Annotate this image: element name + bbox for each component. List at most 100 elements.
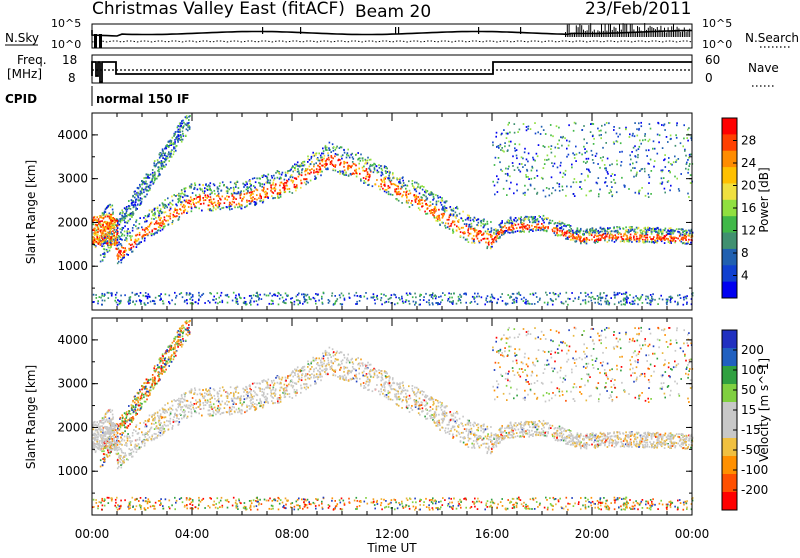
power-cell: [602, 160, 604, 162]
power-cell: [140, 303, 142, 305]
power-cell: [261, 200, 263, 202]
power-cell: [562, 232, 564, 234]
power-cell: [534, 122, 536, 124]
power-cell: [491, 227, 493, 229]
power-cell: [355, 154, 357, 156]
power-cell: [490, 247, 492, 249]
power-cell: [550, 124, 552, 126]
power-cell: [613, 129, 615, 131]
power-cell: [182, 133, 184, 135]
power-cell: [115, 231, 117, 233]
power-cell: [138, 243, 140, 245]
power-cell: [647, 227, 649, 229]
power-cell: [266, 193, 268, 195]
power-cell: [99, 240, 101, 242]
power-cell: [256, 194, 258, 196]
power-cell: [363, 177, 365, 179]
power-cell: [523, 300, 525, 302]
power-cell: [611, 181, 613, 183]
power-cell: [662, 181, 664, 183]
power-cell: [438, 200, 440, 202]
power-cell: [423, 299, 425, 301]
power-cell: [616, 163, 618, 165]
power-cell: [115, 297, 117, 299]
y-tick-label: 2000: [57, 215, 88, 229]
power-cell: [428, 299, 430, 301]
power-cell: [132, 214, 134, 216]
power-cell: [346, 154, 348, 156]
power-cell: [273, 294, 275, 296]
power-cell: [487, 223, 489, 225]
power-cell: [623, 300, 625, 302]
power-cell: [269, 303, 271, 305]
power-cell: [107, 245, 109, 247]
power-cell: [120, 259, 122, 261]
power-cell: [138, 200, 140, 202]
power-cell: [234, 206, 236, 208]
power-cell: [585, 303, 587, 305]
velocity-cell: [401, 407, 403, 409]
power-cell: [256, 292, 258, 294]
power-cell: [410, 202, 412, 204]
power-cell: [483, 233, 485, 235]
power-cell: [150, 301, 152, 303]
power-cell: [427, 207, 429, 209]
power-cell: [283, 183, 285, 185]
power-cell: [272, 295, 274, 297]
power-cell: [310, 298, 312, 300]
power-cell: [224, 198, 226, 200]
power-cell: [331, 295, 333, 297]
power-cell: [593, 123, 595, 125]
power-cell: [676, 137, 678, 139]
power-cell: [551, 162, 553, 164]
power-cell: [514, 220, 516, 222]
power-cell: [614, 241, 616, 243]
power-cell: [159, 161, 161, 163]
power-cell: [589, 190, 591, 192]
power-cell: [98, 221, 100, 223]
power-cell: [272, 197, 274, 199]
power-cell: [564, 137, 566, 139]
power-cell: [238, 191, 240, 193]
power-cell: [297, 299, 299, 301]
power-cell: [461, 227, 463, 229]
power-cell: [116, 302, 118, 304]
power-cell: [558, 294, 560, 296]
power-cell: [470, 217, 472, 219]
power-cell: [384, 165, 386, 167]
power-cell: [544, 227, 546, 229]
power-cell: [382, 169, 384, 171]
power-cell: [317, 294, 319, 296]
nsky-spike: [651, 27, 652, 37]
power-cell: [664, 242, 666, 244]
power-cell: [123, 219, 125, 221]
power-cell: [517, 167, 519, 169]
power-cell: [227, 302, 229, 304]
power-cell: [331, 155, 333, 157]
power-cell: [558, 127, 560, 129]
power-cell: [591, 150, 593, 152]
power-cell: [583, 125, 585, 127]
power-cell: [412, 204, 414, 206]
power-cell: [660, 183, 662, 185]
power-cell: [266, 194, 268, 196]
power-cell: [158, 229, 160, 231]
power-cell: [527, 228, 529, 230]
power-cell: [131, 204, 133, 206]
power-cell: [132, 227, 134, 229]
power-cell: [177, 141, 179, 143]
power-cell: [623, 228, 625, 230]
power-cell: [528, 216, 530, 218]
power-cell: [610, 191, 612, 193]
nsky-spike: [660, 26, 661, 37]
velocity-cell: [439, 423, 441, 425]
power-cell: [163, 226, 165, 228]
power-cell: [229, 207, 231, 209]
power-cell: [282, 297, 284, 299]
power-cell: [145, 292, 147, 294]
power-cell: [573, 300, 575, 302]
power-cell: [570, 186, 572, 188]
power-cell: [309, 166, 311, 168]
power-cell: [215, 208, 217, 210]
power-cell: [458, 298, 460, 300]
